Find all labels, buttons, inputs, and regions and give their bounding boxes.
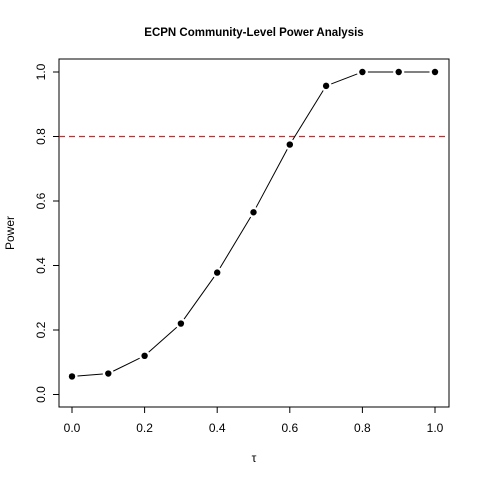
y-tick-label: 0.2 bbox=[34, 321, 48, 338]
y-tick-label: 0.8 bbox=[34, 128, 48, 145]
x-tick-label: 1.0 bbox=[427, 421, 444, 435]
plot-frame bbox=[58, 58, 450, 408]
x-axis: 0.0 0.2 0.4 0.6 0.8 1.0 bbox=[64, 406, 444, 435]
chart-title: ECPN Community-Level Power Analysis bbox=[144, 27, 363, 39]
y-axis-label: Power bbox=[3, 216, 17, 250]
series-segment bbox=[113, 357, 140, 372]
x-tick-label: 0.8 bbox=[354, 421, 371, 435]
x-tick-label: 0.2 bbox=[136, 421, 153, 435]
series-segment bbox=[148, 326, 178, 353]
data-point bbox=[105, 370, 112, 377]
data-point bbox=[177, 320, 185, 327]
y-tick-label: 0.6 bbox=[34, 192, 48, 209]
data-point bbox=[431, 68, 439, 76]
x-axis-label: τ bbox=[252, 451, 257, 465]
series-segment bbox=[219, 216, 252, 269]
data-point bbox=[395, 68, 402, 76]
y-tick-label: 1.0 bbox=[34, 63, 48, 80]
data-point bbox=[322, 82, 330, 90]
series-segment bbox=[255, 149, 288, 208]
x-tick-label: 0.4 bbox=[209, 421, 226, 435]
series-segment bbox=[292, 90, 324, 141]
data-point bbox=[68, 373, 76, 380]
data-point bbox=[214, 269, 221, 276]
series-segment bbox=[183, 276, 215, 320]
x-tick-label: 0.6 bbox=[281, 421, 298, 435]
y-axis: 0.0 0.2 0.4 0.6 0.8 1.0 bbox=[34, 63, 60, 403]
y-tick-label: 0.4 bbox=[34, 257, 48, 274]
data-point bbox=[359, 68, 366, 76]
data-point bbox=[286, 141, 293, 148]
series-segment bbox=[331, 73, 358, 85]
series-points bbox=[68, 68, 439, 380]
x-tick-label: 0.0 bbox=[64, 421, 81, 435]
series-segment bbox=[77, 373, 103, 377]
data-point bbox=[141, 352, 148, 359]
y-tick-label: 0.0 bbox=[34, 386, 48, 403]
data-point bbox=[250, 209, 257, 216]
